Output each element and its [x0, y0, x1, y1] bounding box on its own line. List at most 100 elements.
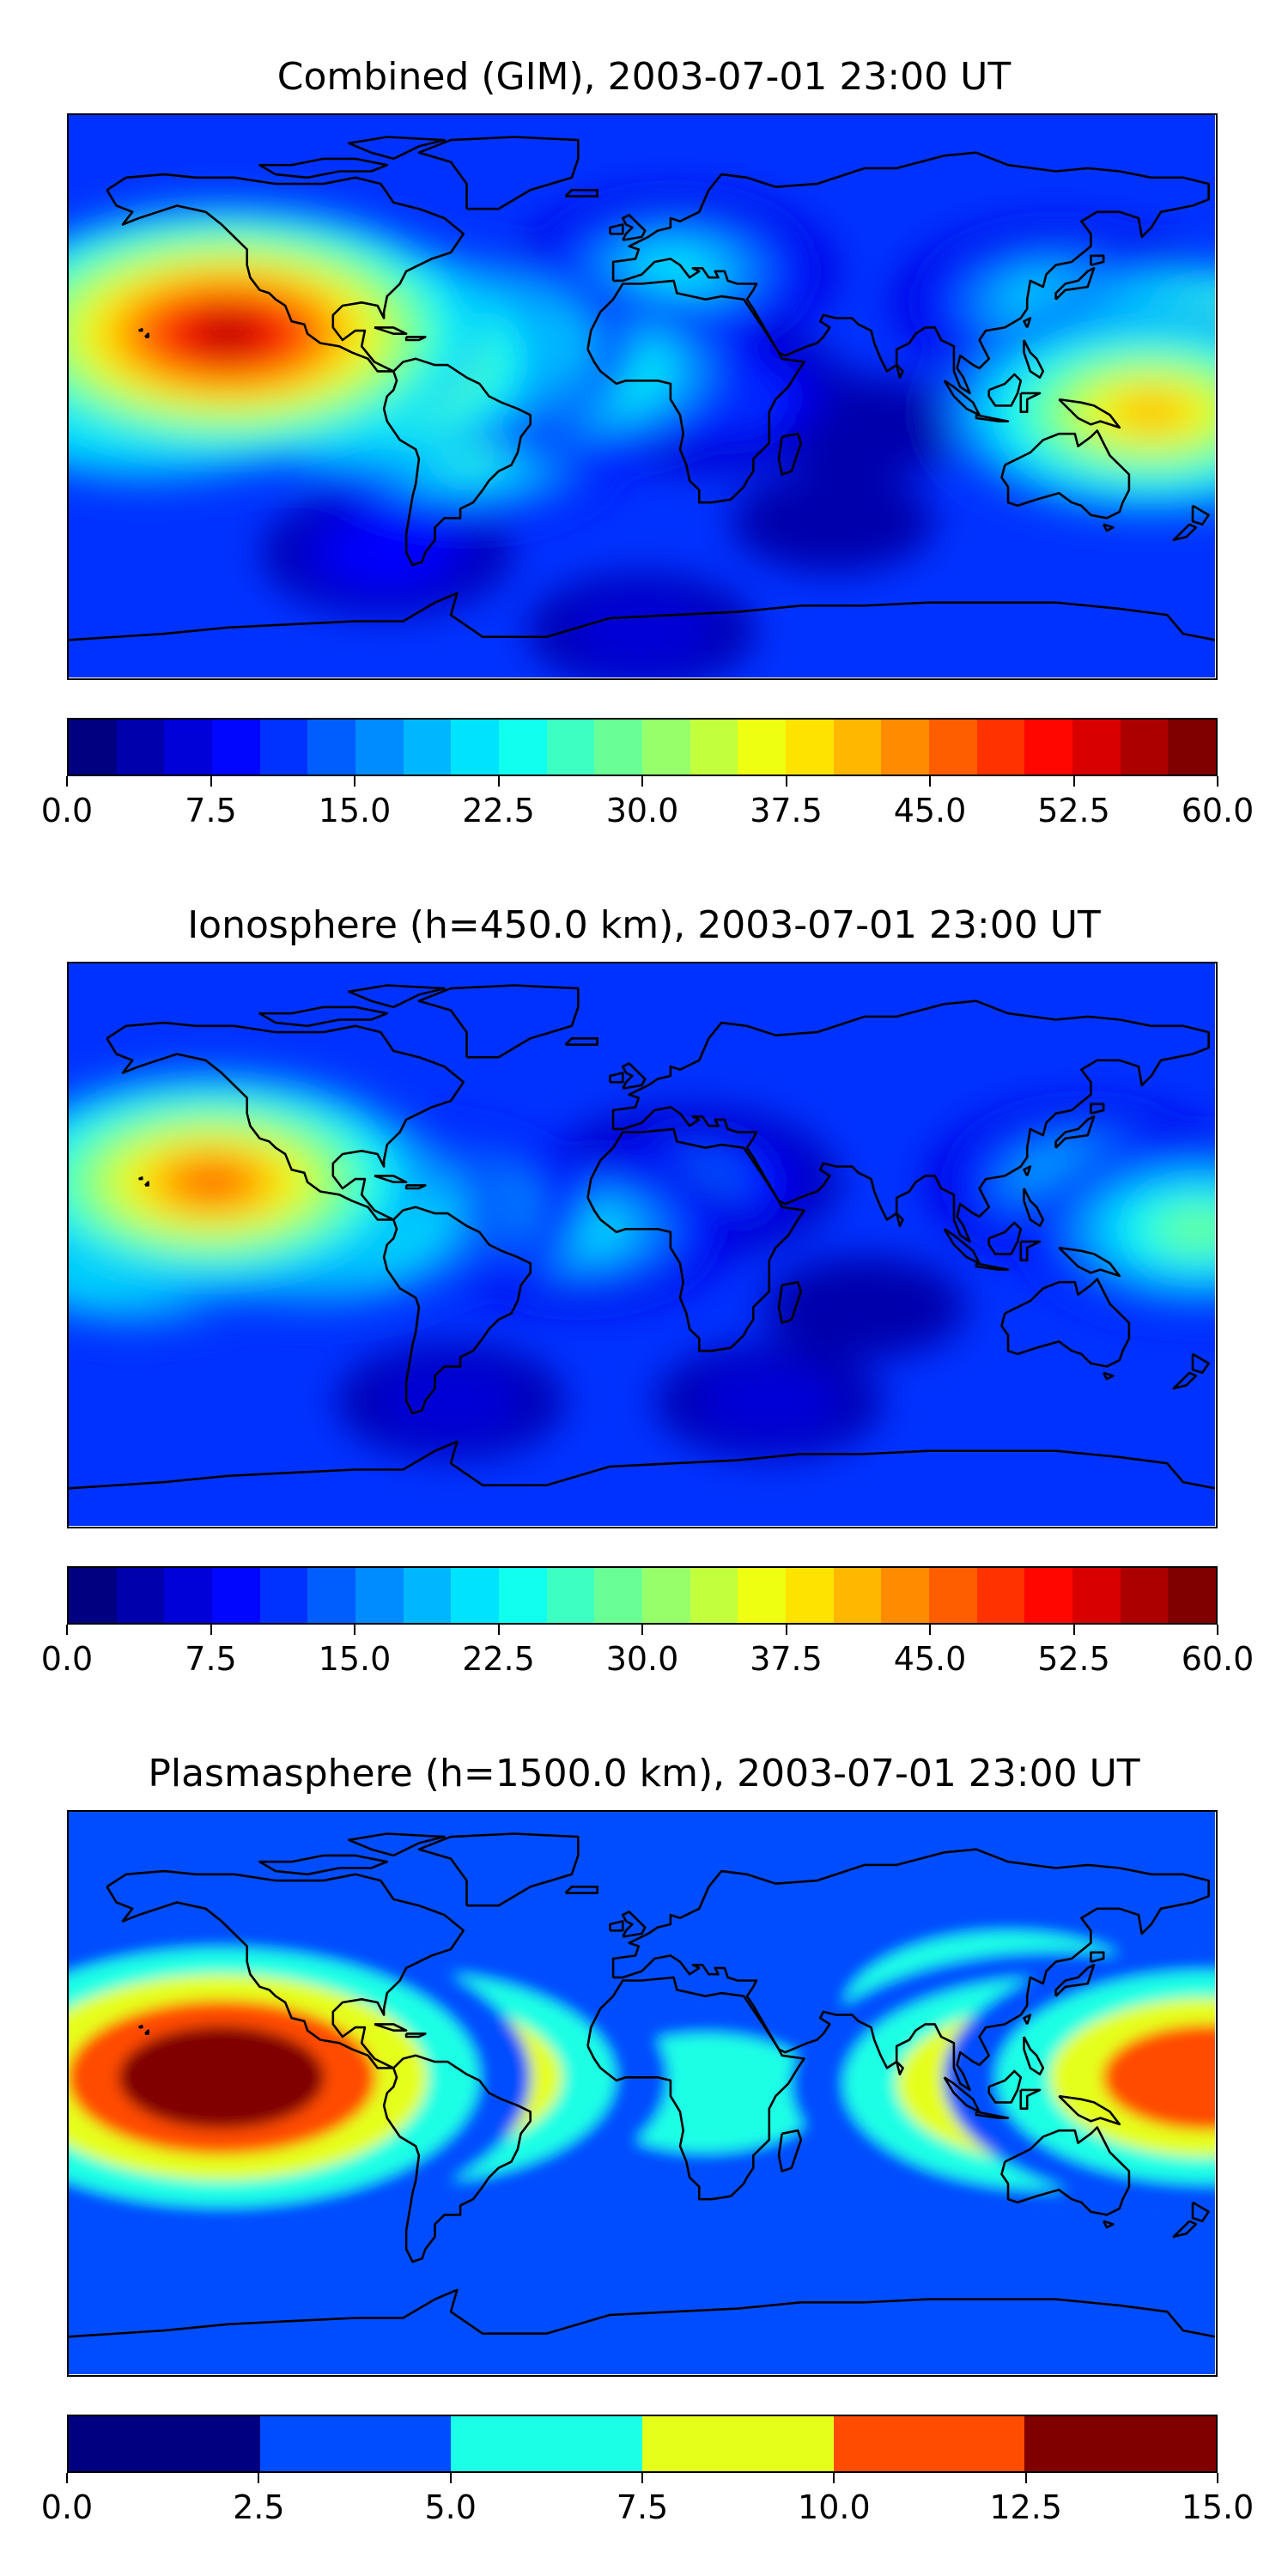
colorbar-tick-label: 15.0: [1181, 2488, 1255, 2526]
coastline-6: [417, 984, 580, 1059]
coastline-22: [895, 364, 904, 379]
coastline-17: [1019, 2088, 1042, 2110]
coastline-3: [611, 999, 1210, 1243]
coastline-19: [1023, 2036, 1045, 2075]
coastline-5: [69, 1440, 1215, 1490]
colorbar-tick-mark: [497, 1625, 500, 1635]
colorbar-segment: [1072, 1568, 1121, 1623]
contour-feature-12: [1119, 395, 1184, 428]
colorbar-tick-mark: [641, 776, 643, 787]
panel-2-colorbar: [67, 1566, 1218, 1625]
coastline-1: [382, 2054, 532, 2263]
colorbar-tick-mark: [210, 776, 212, 787]
coastline-15: [975, 414, 1010, 422]
colorbar-segment: [1168, 720, 1217, 775]
coastline-27: [404, 2032, 427, 2038]
colorbar-tick-label: 5.0: [424, 2488, 477, 2526]
coastline-28: [144, 1181, 149, 1187]
plasmasphere-map: [67, 1810, 1218, 2377]
colorbar-segment: [1120, 720, 1169, 775]
coastline-23: [1103, 523, 1115, 532]
colorbar-segment: [929, 1568, 977, 1623]
coastline-16: [987, 2069, 1023, 2104]
panel-1-colorbar: [67, 718, 1218, 776]
colorbar-segment: [976, 1568, 1025, 1623]
colorbar-tick-mark: [210, 1625, 212, 1635]
colorbar-segment: [116, 720, 165, 775]
colorbar-tick-label: 60.0: [1181, 792, 1255, 829]
panel-2-colorbar-ticks: 0.0 7.5 15.0 22.5 30.0 37.5 45.0 52.5 60.0: [41, 1625, 1254, 1678]
colorbar-segment: [451, 1568, 500, 1623]
contour-feature-2: [375, 1363, 526, 1439]
coastline-10: [609, 1072, 624, 1084]
colorbar-tick-mark: [449, 2473, 452, 2483]
contour-feature-5: [1103, 2024, 1215, 2131]
colorbar-segment: [976, 720, 1025, 775]
colorbar-segment: [69, 1568, 117, 1623]
coastline-23: [1103, 1371, 1115, 1381]
coastline-15: [975, 2111, 1010, 2119]
colorbar-segment: [690, 720, 738, 775]
coastline-12: [1054, 1115, 1096, 1149]
colorbar-segment: [833, 2416, 1025, 2471]
coastline-24: [1191, 2201, 1210, 2222]
coastline-20: [1023, 2014, 1032, 2025]
colorbar-tick-label: 60.0: [1181, 1640, 1255, 1678]
coastline-9: [622, 214, 647, 241]
colorbar-segment: [738, 1568, 787, 1623]
coastline-9: [622, 1911, 647, 1938]
coastline-18: [1058, 1246, 1121, 1278]
coastline-8: [348, 136, 446, 161]
coastline-10: [609, 1920, 624, 1932]
colorbar-segment: [1072, 720, 1121, 775]
coastline-27: [404, 336, 427, 342]
coastline-20: [1023, 317, 1032, 328]
contour-feature-10: [180, 1166, 244, 1199]
colorbar-tick-label: 7.5: [185, 1640, 237, 1678]
colorbar-segment: [1168, 1568, 1217, 1623]
contour-feature-0: [762, 1256, 967, 1358]
colorbar-segment: [307, 1568, 356, 1623]
colorbar-segment: [212, 1568, 260, 1623]
coastline-13: [1090, 254, 1105, 266]
colorbar-tick-label: 2.5: [233, 2488, 285, 2526]
coastline-1: [382, 357, 532, 567]
colorbar-tick-label: 52.5: [1037, 1640, 1110, 1678]
coastline-9: [622, 1062, 647, 1090]
colorbar-segment: [259, 720, 308, 775]
colorbar-segment: [594, 1568, 643, 1623]
contour-feature-7: [1163, 1211, 1215, 1248]
coastline-29: [138, 2025, 143, 2029]
colorbar-segment: [307, 720, 356, 775]
coastline-29: [138, 1176, 143, 1181]
colorbar-tick-mark: [497, 776, 500, 787]
colorbar-segment: [259, 1568, 308, 1623]
colorbar-segment: [642, 2416, 834, 2471]
coastline-3: [611, 1848, 1210, 2092]
colorbar-tick-label: 52.5: [1037, 792, 1110, 829]
coastline-0: [106, 1869, 465, 2069]
coastline-4: [1000, 2126, 1131, 2216]
colorbar-tick-mark: [1072, 1625, 1075, 1635]
colorbar-segment: [642, 720, 690, 775]
colorbar-segment: [116, 1568, 165, 1623]
coastline-5: [69, 592, 1215, 641]
colorbar-segment: [833, 1568, 882, 1623]
colorbar-segment: [1024, 720, 1073, 775]
panel-3-colorbar: [67, 2415, 1218, 2473]
colorbar-segment: [259, 2416, 452, 2471]
colorbar-tick-mark: [1072, 776, 1075, 787]
colorbar-tick-label: 7.5: [185, 792, 237, 829]
colorbar-tick-label: 45.0: [893, 792, 967, 829]
coastline-25: [1172, 523, 1198, 542]
ionosphere-plot: [69, 963, 1215, 1526]
colorbar-tick-mark: [1024, 2473, 1027, 2483]
coastline-16: [987, 373, 1023, 407]
colorbar-segment: [929, 720, 977, 775]
colorbar-tick-mark: [1217, 2473, 1218, 2483]
colorbar-segment: [403, 720, 452, 775]
colorbar-segment: [881, 720, 930, 775]
colorbar-tick-mark: [641, 2473, 643, 2483]
colorbar-segment: [69, 2416, 260, 2471]
colorbar-tick-mark: [785, 776, 787, 787]
